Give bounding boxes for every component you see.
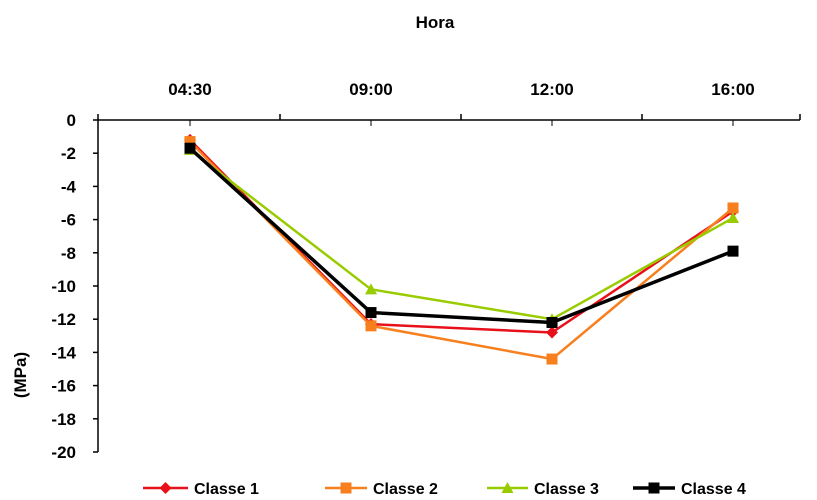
series-layer <box>184 133 739 365</box>
x-tick-label: 04:30 <box>168 80 211 99</box>
data-point <box>365 283 377 295</box>
series-line <box>189 148 734 321</box>
y-tick-label: -2 <box>61 144 76 163</box>
x-tick-label: 16:00 <box>711 80 754 99</box>
data-point <box>727 211 739 223</box>
series-1 <box>184 133 739 339</box>
series-line <box>188 146 734 325</box>
chart-title: Hora <box>416 13 455 32</box>
series-2 <box>184 136 739 365</box>
series-line <box>189 140 734 361</box>
legend-marker <box>340 482 352 494</box>
y-tick-label: -12 <box>51 310 76 329</box>
y-tick-label: -8 <box>61 244 76 263</box>
data-point <box>184 142 196 154</box>
legend: Classe 1 Classe 2 Classe 3 Classe 4 <box>143 481 746 498</box>
legend-item-3: Classe 3 <box>487 481 599 498</box>
legend-label: Classe 3 <box>534 481 599 498</box>
axes: 0 -2 -4 -6 -8 -10 -12 -14 -16 -18 -20 04:30 09:00 12:… <box>51 80 801 462</box>
data-point <box>546 326 558 339</box>
y-tick-label: -4 <box>61 177 77 196</box>
data-point <box>365 307 377 319</box>
legend-label: Classe 2 <box>373 481 438 498</box>
y-axis-label: (MPa) <box>11 352 30 398</box>
y-tick-label: -20 <box>51 443 76 462</box>
legend-item-2: Classe 2 <box>325 481 438 498</box>
data-point <box>546 317 558 329</box>
legend-label: Classe 4 <box>681 481 746 498</box>
legend-marker <box>501 482 514 493</box>
series-3 <box>184 143 739 325</box>
y-tick-label: -6 <box>61 211 76 230</box>
y-tick-label: -18 <box>51 410 76 429</box>
data-point <box>727 202 739 214</box>
y-tick-label: 0 <box>67 111 76 130</box>
data-point <box>546 353 558 365</box>
legend-item-4: Classe 4 <box>633 481 746 498</box>
y-tick-label: -14 <box>51 343 76 362</box>
y-tick-label: -10 <box>51 277 76 296</box>
data-point <box>365 320 377 332</box>
data-point <box>184 136 196 148</box>
series-4 <box>184 142 739 329</box>
x-tick-label: 12:00 <box>530 80 573 99</box>
legend-marker <box>159 482 172 494</box>
y-tick-label: -16 <box>51 377 76 396</box>
legend-marker <box>648 482 660 494</box>
x-tick-label: 09:00 <box>349 80 392 99</box>
data-point <box>727 245 739 257</box>
legend-label: Classe 1 <box>194 481 259 498</box>
legend-item-1: Classe 1 <box>143 481 259 498</box>
